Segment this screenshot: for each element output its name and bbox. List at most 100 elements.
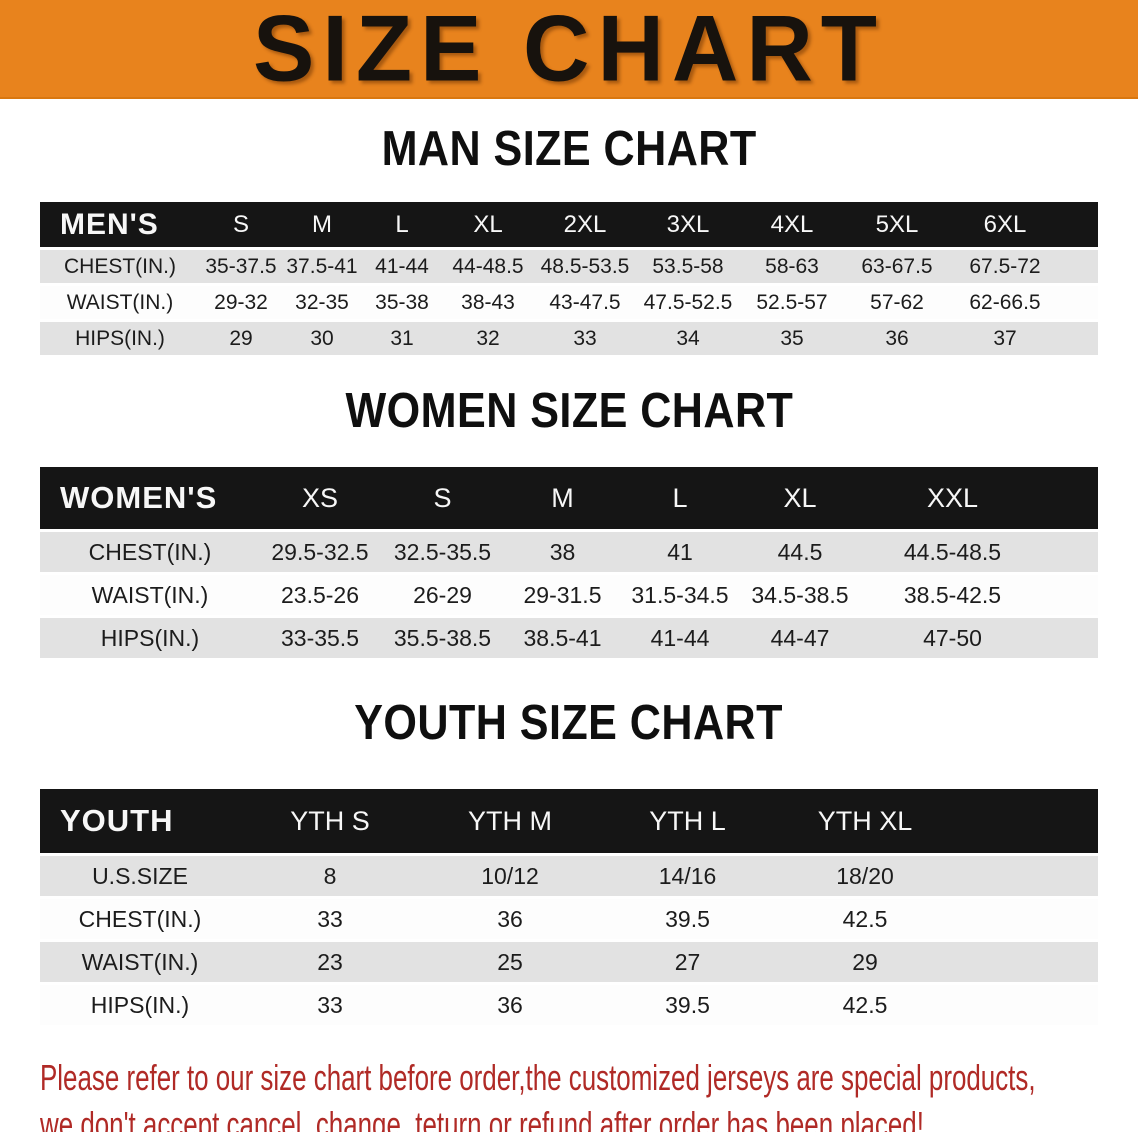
cell: 57-62 — [844, 286, 950, 319]
cell: 38 — [505, 532, 620, 572]
cell: 47.5-52.5 — [636, 286, 740, 319]
row-spacer — [955, 942, 1098, 982]
row-label: CHEST(IN.) — [40, 532, 260, 572]
row-spacer — [955, 985, 1098, 1025]
row-spacer — [1060, 322, 1098, 355]
women-table-wrap: WOMEN'S XS S M L XL XXL CHEST(IN.) 29.5-32.5 32.… — [40, 464, 1098, 661]
cell: 42.5 — [775, 899, 955, 939]
cell: 41-44 — [620, 618, 740, 658]
table-row: CHEST(IN.) 33 36 39.5 42.5 — [40, 899, 1098, 939]
table-row: CHEST(IN.) 35-37.5 37.5-41 41-44 44-48.5 48.5… — [40, 250, 1098, 283]
cell: 26-29 — [380, 575, 505, 615]
cell: 36 — [420, 899, 600, 939]
column-header: M — [505, 467, 620, 529]
cell: 36 — [844, 322, 950, 355]
row-label: CHEST(IN.) — [40, 899, 240, 939]
cell: 67.5-72 — [950, 250, 1060, 283]
cell: 27 — [600, 942, 775, 982]
cell: 29-32 — [200, 286, 282, 319]
table-corner-label: YOUTH — [40, 789, 240, 853]
row-label: HIPS(IN.) — [40, 985, 240, 1025]
men-header-row: MEN'S S M L XL 2XL 3XL 4XL 5XL 6XL — [40, 202, 1098, 247]
row-spacer — [1045, 532, 1098, 572]
column-header: L — [362, 202, 442, 247]
cell: 35 — [740, 322, 844, 355]
cell: 32 — [442, 322, 534, 355]
cell: 29-31.5 — [505, 575, 620, 615]
row-label: WAIST(IN.) — [40, 286, 200, 319]
cell: 35-38 — [362, 286, 442, 319]
cell: 38.5-42.5 — [860, 575, 1045, 615]
cell: 33 — [240, 985, 420, 1025]
cell: 38.5-41 — [505, 618, 620, 658]
cell: 31 — [362, 322, 442, 355]
column-header: XL — [740, 467, 860, 529]
header-spacer — [1060, 202, 1098, 247]
column-header: L — [620, 467, 740, 529]
disclaimer-line-2: we don't accept cancel, change, teturn o… — [40, 1104, 924, 1132]
table-row: WAIST(IN.) 23.5-26 26-29 29-31.5 31.5-34.5 34… — [40, 575, 1098, 615]
cell: 32-35 — [282, 286, 362, 319]
cell: 18/20 — [775, 856, 955, 896]
cell: 44.5 — [740, 532, 860, 572]
table-row: CHEST(IN.) 29.5-32.5 32.5-35.5 38 41 44.5 44.5… — [40, 532, 1098, 572]
cell: 37 — [950, 322, 1060, 355]
column-header: XXL — [860, 467, 1045, 529]
column-header: YTH M — [420, 789, 600, 853]
cell: 25 — [420, 942, 600, 982]
cell: 41-44 — [362, 250, 442, 283]
cell: 35-37.5 — [200, 250, 282, 283]
cell: 47-50 — [860, 618, 1045, 658]
cell: 30 — [282, 322, 362, 355]
men-section-heading: MAN SIZE CHART — [381, 121, 757, 176]
column-header: 5XL — [844, 202, 950, 247]
column-header: 3XL — [636, 202, 740, 247]
cell: 34 — [636, 322, 740, 355]
column-header: XL — [442, 202, 534, 247]
cell: 48.5-53.5 — [534, 250, 636, 283]
cell: 35.5-38.5 — [380, 618, 505, 658]
row-label: WAIST(IN.) — [40, 575, 260, 615]
men-table-wrap: MEN'S S M L XL 2XL 3XL 4XL 5XL 6XL CHEST(IN.) 35-3… — [40, 199, 1098, 358]
youth-table-wrap: YOUTH YTH S YTH M YTH L YTH XL U.S.SIZE 8 10/1… — [40, 786, 1098, 1028]
cell: 63-67.5 — [844, 250, 950, 283]
table-corner-label: WOMEN'S — [40, 467, 260, 529]
youth-section-header: YOUTH SIZE CHART — [0, 661, 1138, 786]
row-spacer — [1045, 618, 1098, 658]
cell: 34.5-38.5 — [740, 575, 860, 615]
cell: 42.5 — [775, 985, 955, 1025]
column-header: YTH S — [240, 789, 420, 853]
table-corner-label: MEN'S — [40, 202, 200, 247]
women-section-heading: WOMEN SIZE CHART — [345, 383, 793, 438]
cell: 33 — [240, 899, 420, 939]
cell: 8 — [240, 856, 420, 896]
table-row: HIPS(IN.) 33-35.5 35.5-38.5 38.5-41 41-44 44-… — [40, 618, 1098, 658]
cell: 37.5-41 — [282, 250, 362, 283]
women-section-header: WOMEN SIZE CHART — [0, 358, 1138, 464]
cell: 44-48.5 — [442, 250, 534, 283]
row-label: U.S.SIZE — [40, 856, 240, 896]
women-header-row: WOMEN'S XS S M L XL XXL — [40, 467, 1098, 529]
cell: 32.5-35.5 — [380, 532, 505, 572]
men-size-table: MEN'S S M L XL 2XL 3XL 4XL 5XL 6XL CHEST(IN.) 35-3… — [40, 199, 1098, 358]
cell: 29.5-32.5 — [260, 532, 380, 572]
column-header: XS — [260, 467, 380, 529]
table-row: WAIST(IN.) 29-32 32-35 35-38 38-43 43-47.5 47.… — [40, 286, 1098, 319]
table-row: U.S.SIZE 8 10/12 14/16 18/20 — [40, 856, 1098, 896]
table-row: HIPS(IN.) 33 36 39.5 42.5 — [40, 985, 1098, 1025]
cell: 43-47.5 — [534, 286, 636, 319]
header-spacer — [1045, 467, 1098, 529]
cell: 62-66.5 — [950, 286, 1060, 319]
cell: 14/16 — [600, 856, 775, 896]
column-header: 2XL — [534, 202, 636, 247]
column-header: 6XL — [950, 202, 1060, 247]
youth-size-table: YOUTH YTH S YTH M YTH L YTH XL U.S.SIZE 8 10/1… — [40, 786, 1098, 1028]
cell: 33 — [534, 322, 636, 355]
cell: 23.5-26 — [260, 575, 380, 615]
row-spacer — [955, 856, 1098, 896]
row-spacer — [1060, 250, 1098, 283]
cell: 10/12 — [420, 856, 600, 896]
row-label: WAIST(IN.) — [40, 942, 240, 982]
row-label: CHEST(IN.) — [40, 250, 200, 283]
